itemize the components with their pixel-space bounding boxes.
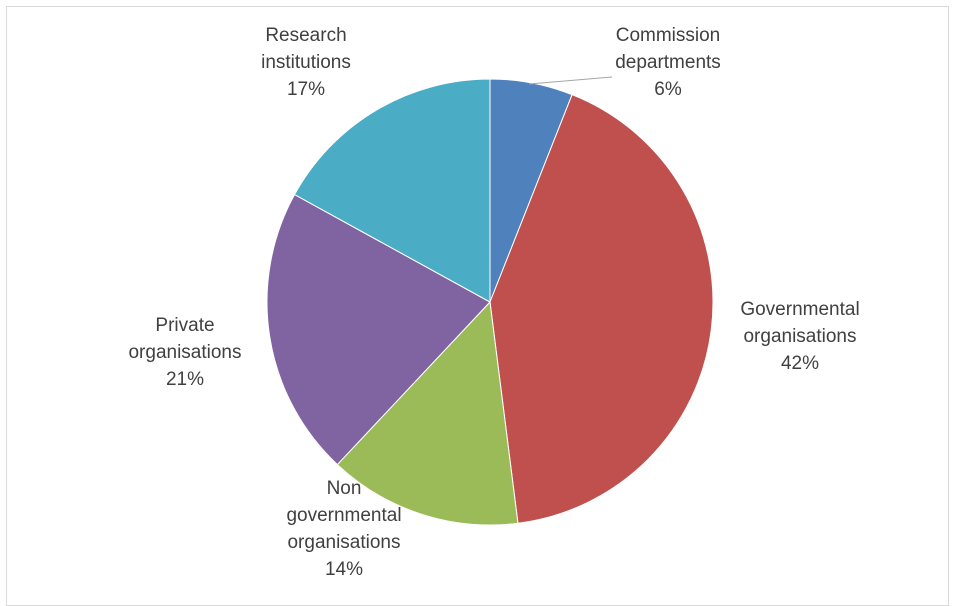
slice-value-label: 17% — [286, 79, 326, 100]
slice-label-governmental-organisations: Governmental organisations 42% — [740, 296, 859, 377]
pie-slice-governmental-organisations — [489, 94, 714, 524]
pie-chart — [266, 76, 714, 526]
slice-value-label: 14% — [324, 559, 364, 580]
slice-label-line: organisations — [128, 342, 242, 363]
slice-label-line: Private — [155, 315, 215, 336]
slice-label-line: Governmental — [740, 299, 860, 320]
slice-value-label: 42% — [780, 353, 820, 374]
pie-slice-non-governmental-organisations — [336, 300, 519, 526]
slice-value-label: 21% — [165, 369, 205, 390]
slice-label-line: organisations — [743, 326, 857, 347]
slice-label-line: Research — [265, 25, 347, 46]
slice-label-commission-departments: Commission departments 6% — [615, 22, 721, 103]
slice-label-line: departments — [615, 52, 721, 73]
slice-label-research-institutions: Research institutions 17% — [261, 22, 351, 103]
slice-label-line: governmental — [286, 505, 402, 526]
slice-label-non-governmental-organisations: Non governmental organisations 14% — [286, 475, 401, 583]
pie-slice-research-institutions — [293, 78, 491, 303]
slice-label-line: Non — [326, 478, 362, 499]
slice-value-label: 6% — [654, 79, 682, 100]
pie-slice-private-organisations — [266, 193, 491, 466]
slice-label-line: Commission — [615, 25, 721, 46]
slice-label-private-organisations: Private organisations 21% — [128, 312, 241, 393]
slice-label-line: institutions — [261, 52, 351, 73]
leader-line — [528, 76, 613, 85]
slice-label-line: organisations — [287, 532, 401, 553]
